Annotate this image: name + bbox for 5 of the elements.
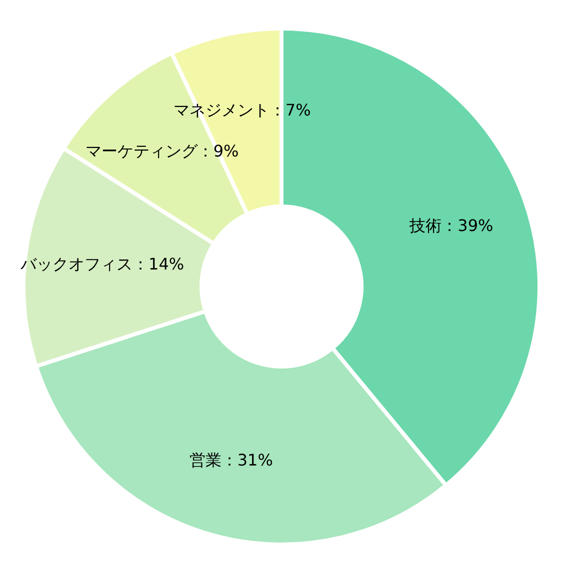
- slice-label: マネジメント：7%: [173, 100, 311, 120]
- slice-label: マーケティング：9%: [85, 142, 239, 161]
- slice-label: バックオフィス：14%: [20, 254, 184, 274]
- slice-label: 技術：39%: [408, 216, 494, 235]
- slice-label: 営業：31%: [189, 450, 273, 470]
